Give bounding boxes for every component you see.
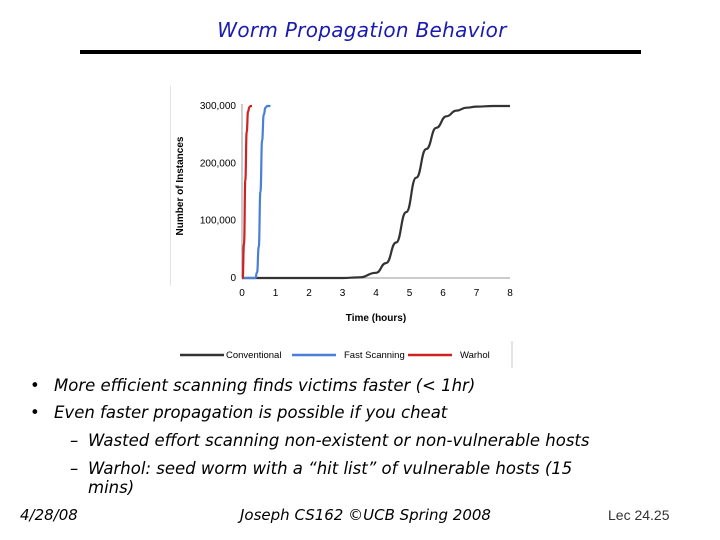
x-tick-label: 2 (306, 288, 312, 299)
bullet-text: Even faster propagation is possible if y… (54, 403, 448, 422)
legend-label: Warhol (460, 350, 490, 361)
y-tick-label: 300,000 (200, 101, 237, 112)
bullet-text-continuation: mins) (88, 478, 135, 497)
propagation-chart: 0 100,000 200,000 300,000 0 1 2 3 4 5 6 7 8 Number … (170, 86, 513, 368)
x-tick-label: 0 (239, 288, 245, 299)
bullet-dash: – (70, 431, 79, 450)
x-tick-label: 5 (407, 288, 413, 299)
series-line-conventional (241, 104, 510, 280)
x-tick-label: 1 (273, 288, 279, 299)
x-tick-label: 8 (507, 288, 513, 299)
y-tick-label: 200,000 (200, 158, 237, 169)
bullet-text: More efficient scanning finds victims fa… (54, 376, 476, 395)
footer-course: Joseph CS162 ©UCB Spring 2008 (240, 506, 491, 524)
bullet-text: Warhol: seed worm with a “hit list” of v… (88, 459, 573, 478)
title-underline (80, 50, 641, 54)
x-axis-label: Time (hours) (346, 313, 406, 324)
x-tick-label: 7 (474, 288, 480, 299)
x-tick-label: 6 (440, 288, 446, 299)
series-line-warhol (241, 104, 252, 280)
bullet-dash: – (70, 459, 79, 478)
footer-date: 4/28/08 (20, 506, 78, 524)
series-line-fast-scanning (241, 104, 271, 280)
bullet-dot: • (30, 403, 40, 422)
x-tick-label: 3 (340, 288, 346, 299)
footer-lecture-number: Lec 24.25 (608, 507, 670, 523)
slide-title: Worm Propagation Behavior (217, 18, 507, 42)
legend-label: Conventional (226, 350, 281, 361)
legend-label: Fast Scanning (344, 350, 405, 361)
bullet-dot: • (30, 376, 40, 395)
y-axis-label: Number of Instances (175, 136, 186, 235)
bullet-text: Wasted effort scanning non-existent or n… (88, 431, 590, 450)
y-tick-label: 100,000 (200, 216, 237, 227)
x-tick-label: 4 (373, 288, 379, 299)
y-tick-label: 0 (230, 273, 236, 284)
